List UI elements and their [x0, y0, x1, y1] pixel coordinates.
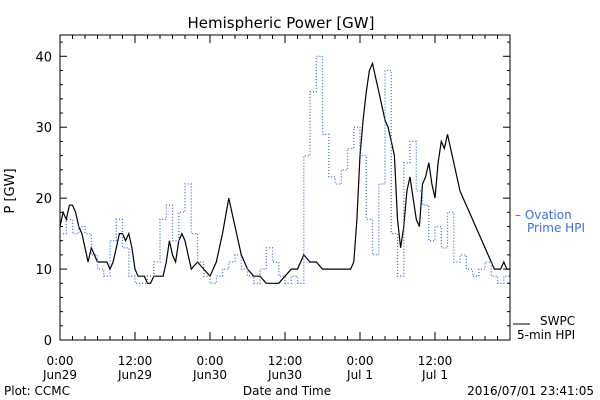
ovation-series-line	[60, 55, 511, 284]
x-tick-date: Jun29	[117, 368, 152, 382]
x-tick-time: 0:00	[347, 354, 374, 368]
plot-source-label: Plot: CCMC	[4, 384, 70, 398]
plot-area	[59, 34, 511, 341]
y-tick-label: 40	[35, 50, 52, 65]
y-tick-label: 0	[44, 334, 52, 349]
x-tick-date: Jun29	[42, 368, 77, 382]
x-tick-date: Jun30	[267, 368, 302, 382]
x-tick-time: 12:00	[118, 354, 153, 368]
x-tick-date: Jun30	[192, 368, 227, 382]
x-tick-time: 12:00	[268, 354, 303, 368]
y-axis-label: P [GW]	[3, 168, 18, 213]
x-axis-label: Date and Time	[243, 384, 331, 398]
x-tick-time: 0:00	[197, 354, 224, 368]
legend-ovation-line1: – Ovation	[515, 208, 572, 222]
y-tick-label: 30	[35, 121, 52, 136]
x-tick-time: 0:00	[47, 354, 74, 368]
x-tick-date: Jul 1	[421, 368, 448, 382]
chart-title: Hemispheric Power [GW]	[188, 14, 375, 32]
x-tick-time: 12:00	[418, 354, 453, 368]
swpc-series-line	[59, 61, 510, 284]
legend-swpc-line1: SWPC	[540, 314, 575, 328]
legend-ovation-line2: Prime HPI	[527, 221, 585, 235]
series-layer	[59, 55, 511, 284]
y-tick-label: 10	[35, 263, 52, 278]
legend-swpc-line2: 5-min HPI	[517, 328, 575, 342]
y-tick-label: 20	[35, 192, 52, 207]
y-axis: 0 10 20 30 40	[35, 41, 510, 349]
timestamp-label: 2016/07/01 23:41:05	[467, 384, 594, 398]
plot-frame	[59, 34, 511, 341]
x-tick-date: Jul 1	[346, 368, 373, 382]
x-axis: 0:00Jun2912:00Jun290:00Jun3012:00Jun300:…	[42, 35, 498, 382]
